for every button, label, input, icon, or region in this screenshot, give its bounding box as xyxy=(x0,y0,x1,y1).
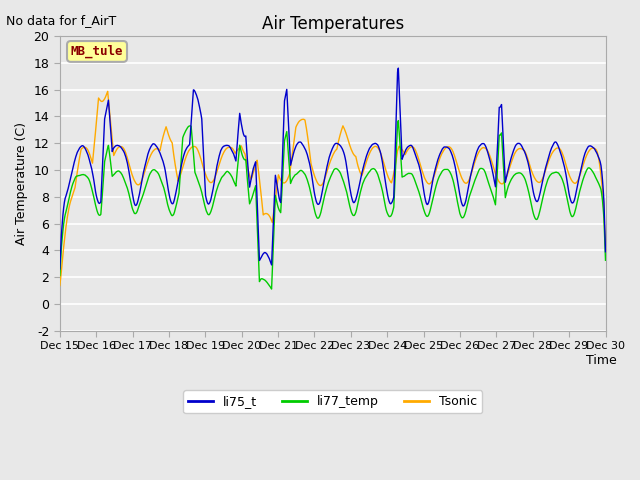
li75_t xyxy=(416,165,424,170)
li77_temp xyxy=(66,192,74,198)
li75_t xyxy=(122,154,130,160)
Line: Tsonic: Tsonic xyxy=(60,91,605,286)
Y-axis label: Air Temperature (C): Air Temperature (C) xyxy=(15,122,28,245)
li77_temp xyxy=(394,118,402,123)
li77_temp xyxy=(177,156,185,162)
li77_temp xyxy=(122,181,130,187)
li77_temp xyxy=(268,286,275,292)
li77_temp xyxy=(401,173,408,179)
li75_t xyxy=(177,163,185,168)
li77_temp xyxy=(206,210,214,216)
Legend: li75_t, li77_temp, Tsonic: li75_t, li77_temp, Tsonic xyxy=(183,390,482,413)
Tsonic xyxy=(602,242,609,248)
li75_t xyxy=(394,65,402,71)
Tsonic xyxy=(178,167,186,173)
li75_t xyxy=(206,199,214,204)
Line: li75_t: li75_t xyxy=(60,68,605,269)
Tsonic xyxy=(416,159,424,165)
li75_t xyxy=(602,249,609,254)
Tsonic xyxy=(123,153,131,158)
li77_temp xyxy=(602,257,609,263)
li75_t xyxy=(66,179,74,185)
Title: Air Temperatures: Air Temperatures xyxy=(262,15,404,33)
Tsonic xyxy=(104,88,111,94)
li75_t xyxy=(400,152,408,158)
Tsonic xyxy=(400,149,408,155)
Text: No data for f_AirT: No data for f_AirT xyxy=(6,14,116,27)
X-axis label: Time: Time xyxy=(586,354,616,367)
Tsonic xyxy=(66,202,74,207)
li77_temp xyxy=(417,194,424,200)
Text: MB_tule: MB_tule xyxy=(71,45,124,58)
li77_temp xyxy=(56,273,64,278)
li75_t xyxy=(56,266,64,272)
Tsonic xyxy=(56,283,64,288)
Tsonic xyxy=(207,180,214,185)
Line: li77_temp: li77_temp xyxy=(60,120,605,289)
